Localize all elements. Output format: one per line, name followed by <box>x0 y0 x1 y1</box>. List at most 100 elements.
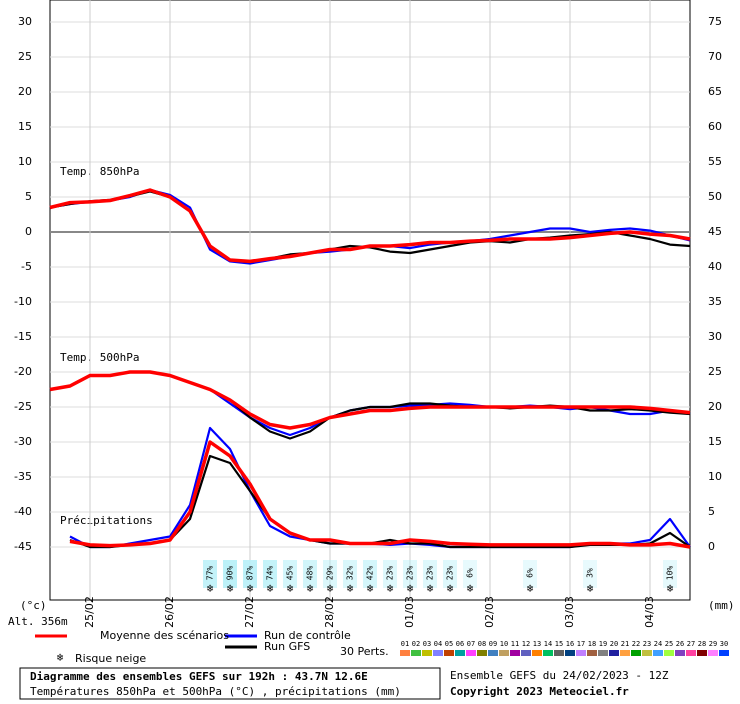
pert-label: 29 <box>709 640 717 648</box>
y-tick-label: 20 <box>18 85 32 98</box>
y-tick-label: -10 <box>14 295 32 308</box>
snowflake: ❄ <box>667 582 674 595</box>
pert-swatch <box>543 650 553 656</box>
pert-label: 12 <box>522 640 530 648</box>
footer-box <box>19 667 441 700</box>
y-unit: (°c) <box>20 599 47 612</box>
footer-subtitle: Températures 850hPa et 500hPa (°C) , pré… <box>30 685 401 698</box>
pert-label: 01 <box>401 640 409 648</box>
pert-label: 18 <box>588 640 596 648</box>
pert-swatch <box>554 650 564 656</box>
y-tick-label: -35 <box>14 470 32 483</box>
series-line <box>49 188 691 264</box>
pert-label: 23 <box>643 640 651 648</box>
snowflake: ❄ <box>307 582 314 595</box>
footer-copyright: Copyright 2023 Meteociel.fr <box>450 685 629 698</box>
annotation: Temp. 500hPa <box>60 351 139 364</box>
legend-label: Run GFS <box>264 640 310 653</box>
y2-tick-label: 60 <box>708 120 722 133</box>
snow-risk-box <box>523 560 537 588</box>
snowflake: ❄ <box>347 582 354 595</box>
pert-label: 20 <box>610 640 618 648</box>
y2-tick-label: 55 <box>708 155 722 168</box>
pert-label: 07 <box>467 640 475 648</box>
series-line <box>69 440 691 549</box>
x-tick-label: 27/02 <box>243 596 256 628</box>
snow-risk-label: 23% <box>446 566 455 581</box>
snow-risk-label: 48% <box>306 566 315 581</box>
pert-label: 27 <box>687 640 695 648</box>
snowflake: ❄ <box>247 582 254 595</box>
snowflake: ❄ <box>227 582 234 595</box>
snow-risk-label: 29% <box>326 566 335 581</box>
x-tick-label: 26/02 <box>163 596 176 628</box>
pert-swatch <box>697 650 707 656</box>
snow-risk-label: 23% <box>386 566 395 581</box>
pert-label: 21 <box>621 640 629 648</box>
pert-label: 03 <box>423 640 431 648</box>
pert-swatch <box>620 650 630 656</box>
y2-tick-label: 20 <box>708 400 722 413</box>
x-tick-label: 03/03 <box>563 596 576 628</box>
snow-risk-label: 23% <box>406 566 415 581</box>
pert-label: 06 <box>456 640 464 648</box>
pert-swatch <box>521 650 531 656</box>
y2-tick-label: 50 <box>708 190 722 203</box>
pert-swatch <box>653 650 663 656</box>
snowflake: ❄ <box>527 582 534 595</box>
snowflake: ❄ <box>267 582 274 595</box>
y-tick-label: -40 <box>14 505 32 518</box>
y-tick-label: -15 <box>14 330 32 343</box>
pert-label: 14 <box>544 640 552 648</box>
annotation: Temp. 850hPa <box>60 165 139 178</box>
pert-swatch <box>477 650 487 656</box>
y-tick-label: 15 <box>18 120 32 133</box>
y-tick-label: -45 <box>14 540 32 553</box>
snowflake: ❄ <box>327 582 334 595</box>
pert-label: 15 <box>555 640 563 648</box>
pert-swatch <box>719 650 729 656</box>
x-tick-label: 01/03 <box>403 596 416 628</box>
legend-label: 30 Perts. <box>340 645 389 658</box>
snow-risk-box <box>363 560 377 588</box>
snow-risk-label: 45% <box>286 566 295 581</box>
y-tick-label: -20 <box>14 365 32 378</box>
snow-risk-label: 87% <box>246 566 255 581</box>
footer-run: Ensemble GEFS du 24/02/2023 - 12Z <box>450 669 669 682</box>
y2-tick-label: 35 <box>708 295 722 308</box>
pert-swatch <box>411 650 421 656</box>
y2-tick-label: 45 <box>708 225 722 238</box>
pert-swatch <box>466 650 476 656</box>
snowflake: ❄ <box>427 582 434 595</box>
snow-risk-box <box>303 560 317 588</box>
snow-risk-label: 6% <box>526 568 535 578</box>
x-tick-label: 28/02 <box>323 596 336 628</box>
snow-risk-box <box>283 560 297 588</box>
pert-swatch <box>488 650 498 656</box>
pert-swatch <box>675 650 685 656</box>
pert-label: 25 <box>665 640 673 648</box>
y-tick-label: 10 <box>18 155 32 168</box>
snow-risk-box <box>663 560 677 588</box>
snowflake: ❄ <box>587 582 594 595</box>
y-tick-label: 25 <box>18 50 32 63</box>
snow-risk-box <box>403 560 417 588</box>
annotation: Précipitations <box>60 514 153 527</box>
y-tick-label: 5 <box>25 190 32 203</box>
snowflake: ❄ <box>287 582 294 595</box>
snow-risk-label: 42% <box>366 566 375 581</box>
plot-area <box>49 0 691 601</box>
snow-risk-box <box>223 560 237 588</box>
pert-swatch <box>642 650 652 656</box>
pert-label: 26 <box>676 640 684 648</box>
pert-swatch <box>455 650 465 656</box>
y2-tick-label: 25 <box>708 365 722 378</box>
legend-label: Run de contrôle <box>264 629 351 642</box>
snow-risk-label: 10% <box>666 566 675 581</box>
snowflake: ❄ <box>467 582 474 595</box>
snow-risk-box <box>463 560 477 588</box>
y-tick-label: 30 <box>18 15 32 28</box>
snow-risk-label: 6% <box>466 568 475 578</box>
x-tick-label: 02/03 <box>483 596 496 628</box>
x-tick-label: 25/02 <box>83 596 96 628</box>
